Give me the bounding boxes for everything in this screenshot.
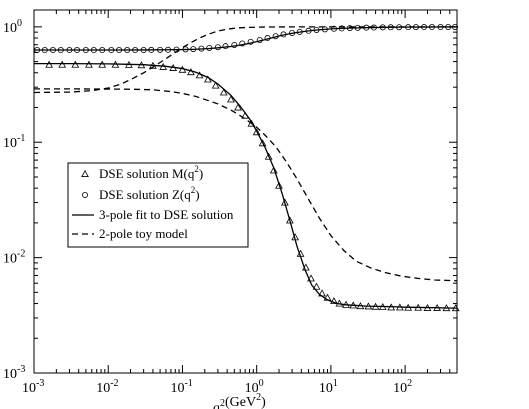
legend-entries: DSE solution M(q2)DSE solution Z(q2)3-po…: [72, 164, 234, 241]
series-1: [34, 23, 459, 54]
triangle-point: [258, 139, 267, 147]
triangle-point: [264, 152, 273, 160]
legend-label-exp: 2: [194, 164, 199, 174]
triangle-point: [234, 103, 242, 111]
triangle-point: [45, 60, 54, 68]
legend-label-exp: 2: [191, 185, 196, 195]
x-axis-label-unit: (GeV: [225, 395, 256, 409]
solid-curve-0: [34, 62, 458, 309]
x-tick-label-exp: 0: [259, 378, 264, 389]
x-tick-label-base: 10: [245, 381, 259, 396]
legend-label: DSE solution M(q2): [99, 164, 203, 181]
series-layer: [33, 23, 460, 312]
y-tick-label-base: 10: [3, 136, 17, 151]
circle-point: [239, 40, 246, 47]
dashed-curve-1: [34, 88, 458, 282]
tick-marks: [33, 10, 458, 374]
series-2: [34, 26, 458, 309]
y-tick-label: 10-2: [3, 249, 25, 267]
legend-label: DSE solution Z(q2): [99, 185, 200, 202]
y-tick-label-exp: -2: [17, 249, 25, 260]
y-tick-label: 10-3: [3, 364, 25, 382]
legend-entry-1: DSE solution Z(q2): [82, 185, 200, 202]
triangle-point: [252, 128, 261, 136]
y-tick-label: 100: [3, 18, 22, 36]
x-tick-label-base: 10: [393, 381, 407, 396]
x-tick-label: 102: [393, 378, 412, 396]
legend-marker-triangle: [81, 169, 89, 177]
triangle-point: [275, 181, 283, 189]
x-tick-label: 10-3: [22, 378, 44, 396]
triangle-point: [307, 274, 315, 282]
series-3: [33, 26, 458, 282]
triangle-point: [247, 119, 256, 127]
x-axis-label: q2(GeV2): [213, 392, 266, 409]
triangle-point: [227, 95, 235, 103]
legend-entry-0: DSE solution M(q2): [81, 164, 203, 181]
y-tick-label-exp: -1: [17, 133, 25, 144]
triangle-point: [285, 216, 294, 224]
x-tick-label: 101: [319, 378, 338, 396]
y-tick-label-base: 10: [3, 252, 17, 267]
triangle-point: [71, 60, 80, 68]
triangle-point: [219, 88, 228, 96]
legend-entry-2: 3-pole fit to DSE solution: [72, 207, 234, 222]
legend-marker-circle: [82, 191, 89, 198]
x-tick-label-exp: 1: [333, 378, 338, 389]
x-axis-label-var-exp: 2: [220, 398, 225, 409]
legend-label-close: ): [199, 166, 203, 181]
legend-label-close: ): [195, 187, 199, 202]
x-axis-label-unit-exp: 2: [256, 392, 261, 403]
x-tick-label: 10-2: [96, 378, 118, 396]
x-tick-label-base: 10: [96, 381, 110, 396]
circle-point: [222, 43, 229, 50]
x-tick-label-exp: -3: [36, 378, 44, 389]
triangle-point: [211, 81, 220, 89]
dashed-curve-0: [33, 26, 457, 94]
y-tick-label-base: 10: [3, 21, 17, 36]
x-tick-label-exp: 2: [407, 378, 412, 389]
y-tick-label-base: 10: [3, 367, 17, 382]
legend-entry-3: 2-pole toy model: [72, 226, 188, 241]
x-tick-label-exp: -1: [184, 378, 192, 389]
legend: DSE solution M(q2)DSE solution Z(q2)3-po…: [67, 162, 249, 248]
x-tick-label-exp: -2: [110, 378, 118, 389]
x-tick-label-base: 10: [22, 381, 36, 396]
x-axis-label-unit-close: ): [261, 395, 266, 409]
legend-label: 3-pole fit to DSE solution: [99, 207, 234, 222]
legend-label-text: 3-pole fit to DSE solution: [99, 207, 234, 222]
triangle-point: [58, 60, 67, 68]
y-tick-label-exp: 0: [17, 18, 22, 29]
triangle-point: [330, 297, 338, 305]
x-tick-label-base: 10: [319, 381, 333, 396]
triangle-point: [269, 166, 278, 174]
x-tick-label-base: 10: [170, 381, 184, 396]
x-axis-label-var: q: [213, 401, 220, 409]
y-tick-label-exp: -3: [17, 364, 25, 375]
triangle-point: [312, 282, 321, 290]
legend-box: [67, 162, 249, 248]
legend-label-text: 2-pole toy model: [99, 226, 188, 241]
solid-curve-1: [34, 26, 457, 51]
x-tick-label: 100: [245, 378, 264, 396]
legend-label-text: DSE solution Z(q: [99, 187, 191, 202]
legend-label-text: DSE solution M(q: [99, 166, 195, 181]
y-tick-label: 10-1: [3, 133, 25, 151]
x-tick-label: 10-1: [170, 378, 192, 396]
legend-label: 2-pole toy model: [99, 226, 188, 241]
